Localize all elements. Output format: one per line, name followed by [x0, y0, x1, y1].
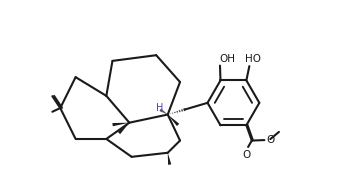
Polygon shape [118, 123, 129, 134]
Text: HO: HO [245, 54, 260, 64]
Text: O: O [266, 135, 275, 145]
Text: OH: OH [219, 54, 235, 64]
Polygon shape [168, 153, 171, 165]
Polygon shape [168, 115, 179, 126]
Text: O: O [242, 150, 251, 160]
Text: H: H [156, 103, 164, 113]
Polygon shape [112, 123, 129, 126]
